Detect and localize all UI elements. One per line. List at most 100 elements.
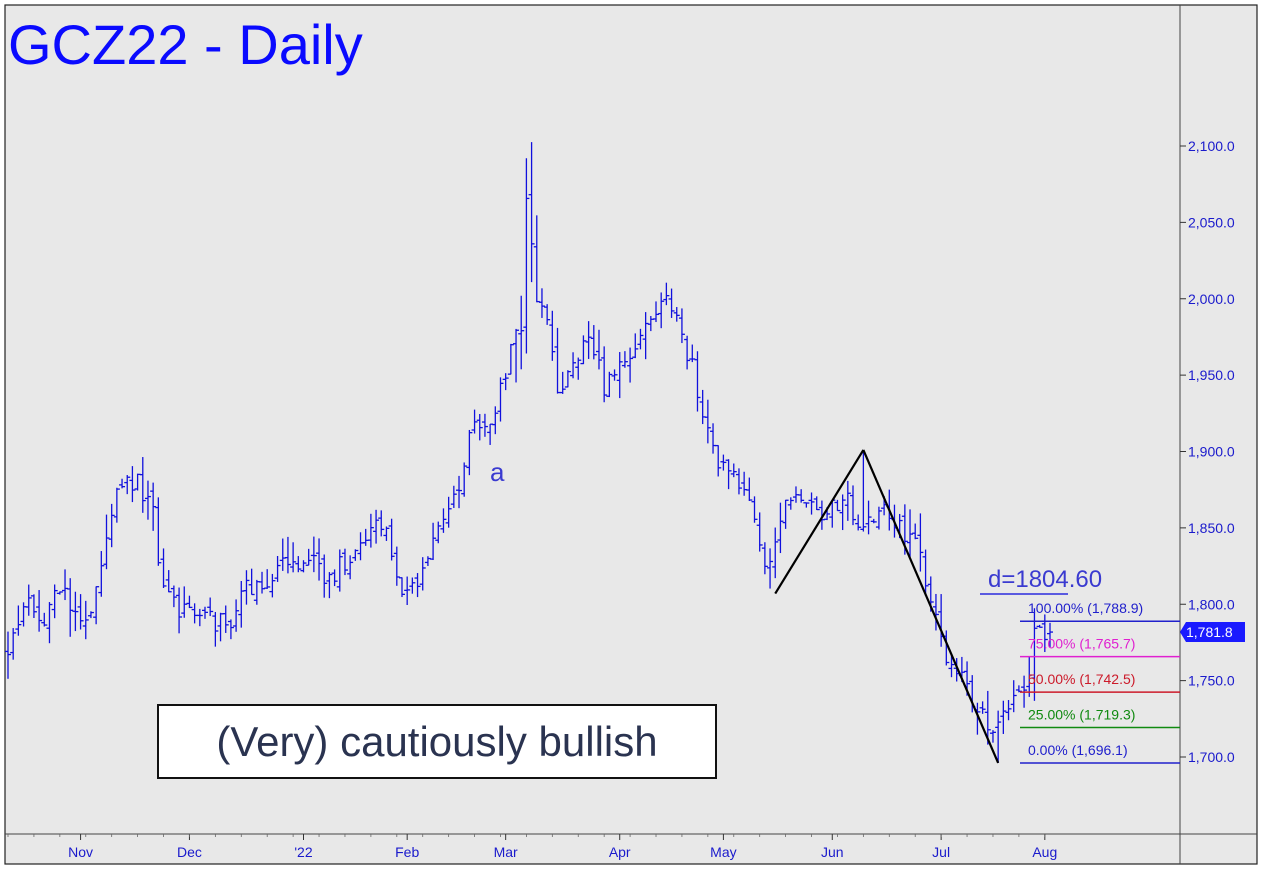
- ohlc-bar: [658, 292, 665, 329]
- ohlc-bar: [124, 475, 131, 495]
- ohlc-bar: [67, 578, 74, 637]
- y-tick-label: 1,900.0: [1188, 444, 1235, 460]
- ohlc-bar: [108, 503, 115, 548]
- ohlc-bar: [367, 513, 374, 548]
- ohlc-bar: [430, 522, 437, 561]
- ohlc-bar: [694, 351, 701, 412]
- y-axis: 1,700.0 1,750.0 1,800.0 1,850.0 1,900.0 1,950…: [1180, 138, 1235, 765]
- ohlc-bar: [621, 351, 628, 368]
- y-tick-label: 1,950.0: [1188, 367, 1235, 383]
- ohlc-bar: [36, 590, 43, 632]
- ohlc-bar: [56, 591, 63, 595]
- ohlc-bar: [450, 485, 457, 508]
- ohlc-bar: [865, 500, 872, 535]
- ohlc-bar: [41, 612, 48, 627]
- ohlc-bar: [627, 347, 634, 383]
- annotation-text: (Very) cautiously bullish: [216, 718, 657, 765]
- ohlc-bar: [388, 518, 395, 561]
- fib-levels: 100.00% (1,788.9) 75.00% (1,765.7) 50.00% …: [1020, 600, 1180, 764]
- ohlc-bar: [642, 312, 649, 360]
- ohlc-bars: [5, 142, 1053, 763]
- fib-level-label: 75.00% (1,765.7): [1028, 636, 1135, 652]
- ohlc-bar: [590, 325, 597, 360]
- ohlc-bar: [735, 468, 742, 495]
- ohlc-bar: [538, 288, 545, 318]
- ohlc-bar: [518, 295, 525, 370]
- ohlc-bar: [808, 492, 815, 515]
- ohlc-bar: [201, 606, 208, 619]
- ohlc-bar: [393, 546, 400, 586]
- ohlc-bar: [875, 506, 882, 530]
- ohlc-bar: [668, 288, 675, 318]
- y-axis-panel: [1180, 5, 1257, 834]
- ohlc-bar: [844, 480, 851, 521]
- ohlc-bar: [129, 466, 136, 503]
- fib-level: 75.00% (1,765.7): [1020, 636, 1180, 658]
- chart-title: GCZ22 - Daily: [8, 13, 363, 76]
- ohlc-bar: [673, 307, 680, 322]
- ohlc-bar: [290, 542, 297, 573]
- last-price-badge: 1,781.8: [1180, 622, 1245, 643]
- ohlc-bar: [767, 548, 774, 589]
- ohlc-bar: [269, 573, 276, 598]
- ohlc-bar: [476, 414, 483, 441]
- ohlc-bar: [564, 370, 571, 388]
- ohlc-bar: [1026, 656, 1033, 697]
- d-target-label: d=1804.60: [988, 566, 1102, 593]
- x-tick-label: Feb: [395, 844, 419, 860]
- ohlc-bar: [155, 497, 162, 566]
- ohlc-bar: [720, 454, 727, 471]
- last-price-badge-text: 1,781.8: [1186, 624, 1233, 640]
- ohlc-bar: [300, 560, 307, 573]
- ohlc-bar: [580, 335, 587, 365]
- ohlc-bar: [77, 594, 84, 630]
- x-axis-panel: [5, 834, 1257, 864]
- ohlc-bar: [870, 518, 877, 524]
- ohlc-bar: [678, 308, 685, 344]
- ohlc-bar: [570, 352, 577, 379]
- ohlc-bar: [305, 548, 312, 566]
- ohlc-bar: [1036, 624, 1043, 628]
- ohlc-bar: [907, 509, 914, 558]
- ohlc-bar: [912, 523, 919, 540]
- ohlc-bar: [15, 605, 22, 636]
- ohlc-bar: [466, 429, 473, 476]
- fib-level: 100.00% (1,788.9): [1020, 600, 1180, 622]
- fib-level-label: 50.00% (1,742.5): [1028, 671, 1135, 687]
- x-tick-label: Nov: [68, 844, 93, 860]
- ohlc-bar: [331, 569, 338, 587]
- ohlc-bar: [181, 586, 188, 618]
- ohlc-bar: [341, 548, 348, 576]
- ohlc-bar: [456, 475, 463, 509]
- ohlc-bar: [264, 569, 271, 589]
- ohlc-bar: [326, 572, 333, 599]
- ohlc-bar: [440, 508, 447, 533]
- ohlc-bar: [409, 577, 416, 594]
- ohlc-bar: [725, 459, 732, 490]
- ohlc-bar: [492, 406, 499, 435]
- ohlc-bar: [502, 373, 509, 391]
- ohlc-bar: [689, 344, 696, 363]
- ohlc-bar: [585, 321, 592, 359]
- ohlc-bar: [243, 570, 250, 605]
- ohlc-bar: [756, 512, 763, 552]
- x-tick-label: Mar: [494, 844, 518, 860]
- ohlc-bar: [850, 485, 857, 526]
- ohlc-bar: [222, 605, 229, 633]
- ohlc-bar: [1010, 680, 1017, 713]
- x-tick-label: Dec: [177, 844, 202, 860]
- swing-line: [862, 449, 1000, 764]
- ohlc-bar: [528, 142, 535, 283]
- swing-lines: [774, 449, 1000, 764]
- ohlc-bar: [611, 369, 618, 381]
- ohlc-bar: [601, 346, 608, 403]
- ohlc-bar: [595, 329, 602, 370]
- ohlc-bar: [51, 584, 58, 619]
- plot-area: [5, 5, 1180, 834]
- ohlc-bar: [93, 586, 100, 625]
- ohlc-bar: [855, 514, 862, 531]
- ohlc-bar: [653, 301, 660, 323]
- ohlc-bar: [352, 549, 359, 561]
- ohlc-bar: [932, 593, 939, 631]
- ohlc-bar: [461, 462, 468, 497]
